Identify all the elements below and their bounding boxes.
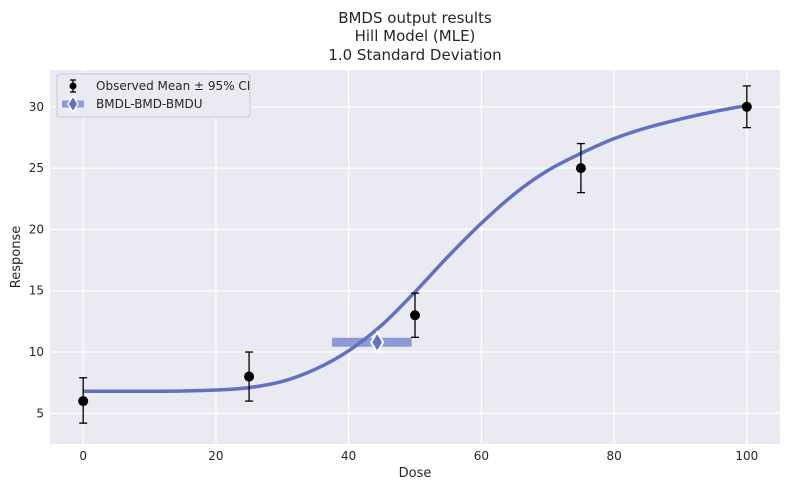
legend-errorbar-icon: [69, 79, 77, 93]
legend-label-bmd: BMDL-BMD-BMDU: [96, 97, 203, 111]
chart-subtitle-bmr: 1.0 Standard Deviation: [328, 46, 501, 64]
chart-title-group: BMDS output results Hill Model (MLE) 1.0…: [328, 9, 501, 64]
x-axis-label: Dose: [399, 466, 432, 481]
y-tick-label: 15: [29, 284, 44, 298]
x-tick-label: 100: [735, 449, 758, 463]
legend: Observed Mean ± 95% CI BMDL-BMD-BMDU: [56, 73, 251, 118]
chart-marks: [78, 85, 752, 424]
y-tick-label: 20: [29, 222, 44, 236]
model-curve-line: [83, 103, 748, 394]
x-tick-label: 20: [208, 449, 223, 463]
chart-subtitle-model: Hill Model (MLE): [355, 27, 476, 45]
observed-mean-point: [410, 310, 420, 321]
y-tick-label: 30: [29, 100, 44, 114]
bmd-diamond-marker: [370, 330, 385, 355]
observed-mean-point: [244, 371, 255, 382]
y-tick-label: 10: [29, 345, 44, 359]
y-axis-ticks: 5 10 15 20 25 30: [29, 100, 44, 421]
legend-label-observed: Observed Mean ± 95% CI: [96, 79, 250, 93]
x-tick-label: 60: [474, 449, 489, 463]
observed-mean-point: [575, 163, 586, 174]
y-axis-label: Response: [9, 226, 24, 288]
plot-area: [50, 70, 780, 444]
x-axis-ticks: 0 20 40 60 80 100: [79, 449, 758, 463]
chart-title: BMDS output results: [338, 9, 492, 27]
observed-mean-point: [741, 101, 752, 112]
x-tick-label: 80: [606, 449, 621, 463]
x-tick-label: 40: [341, 449, 356, 463]
x-tick-label: 0: [79, 449, 87, 463]
y-tick-label: 25: [29, 161, 44, 175]
legend-box: [56, 73, 251, 118]
y-tick-label: 5: [36, 406, 44, 420]
legend-bmd-icon: [62, 94, 84, 114]
observed-mean-point: [78, 396, 89, 407]
